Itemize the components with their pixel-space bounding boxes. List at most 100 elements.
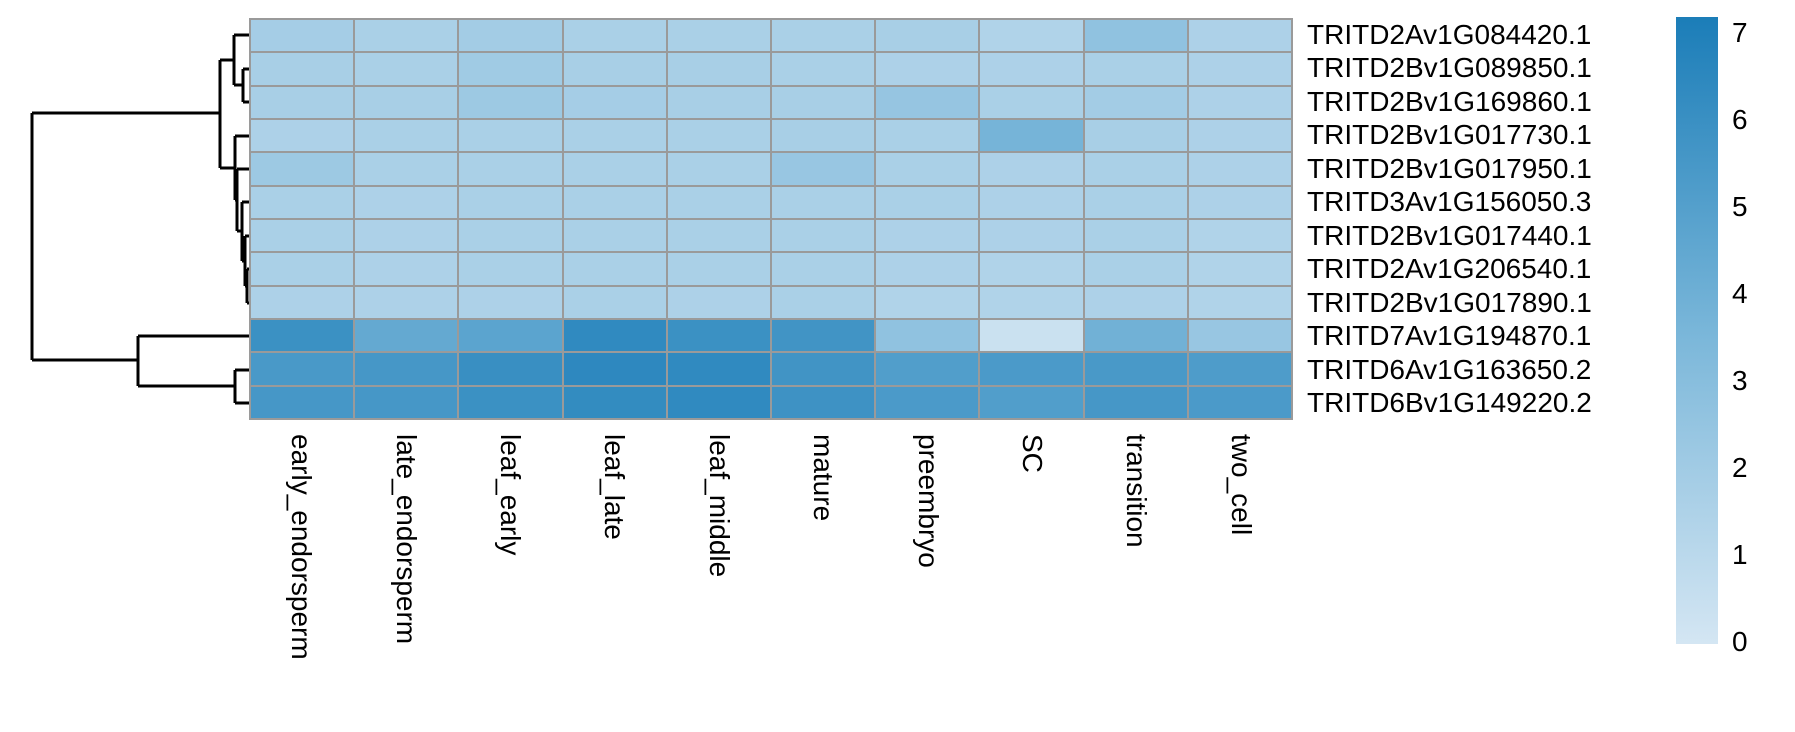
- heatmap-cell: [1084, 53, 1187, 85]
- heatmap-cell: [563, 53, 666, 85]
- heatmap-cell: [876, 20, 979, 52]
- legend-tick-label: 5: [1732, 191, 1748, 222]
- legend-tick-label: 3: [1732, 365, 1748, 396]
- heatmap-cell: [876, 153, 979, 185]
- heatmap-cell: [1188, 186, 1291, 218]
- heatmap-cell: [251, 20, 354, 52]
- heatmap-cell: [459, 386, 562, 418]
- heatmap-cell: [1084, 120, 1187, 152]
- legend-tick-label: 2: [1732, 452, 1748, 483]
- heatmap-grid: [249, 18, 1293, 420]
- legend-colorbar: [1676, 17, 1718, 644]
- heatmap-cell: [459, 53, 562, 85]
- heatmap-cell: [355, 320, 458, 352]
- heatmap-cell: [667, 153, 770, 185]
- heatmap-cell: [563, 320, 666, 352]
- heatmap-cell: [771, 86, 875, 118]
- heatmap-cell: [1188, 220, 1291, 252]
- heatmap-cell: [771, 353, 875, 385]
- heatmap-cell: [355, 186, 458, 218]
- column-label: leaf_late: [599, 434, 631, 540]
- heatmap-cell: [563, 120, 666, 152]
- heatmap-cell: [355, 120, 458, 152]
- heatmap-cell: [771, 53, 875, 85]
- heatmap-cell: [563, 220, 666, 252]
- column-label: leaf_middle: [703, 434, 735, 578]
- heatmap-cell: [667, 386, 770, 418]
- row-label: TRITD2Av1G206540.1: [1307, 253, 1592, 285]
- heatmap-cell: [459, 186, 562, 218]
- row-label: TRITD2Bv1G169860.1: [1307, 85, 1592, 117]
- legend-tick-label: 7: [1732, 17, 1748, 48]
- heatmap-cell: [771, 220, 875, 252]
- legend-tick-label: 6: [1732, 104, 1748, 135]
- row-label: TRITD2Bv1G017890.1: [1307, 286, 1592, 318]
- heatmap-cell: [563, 286, 666, 318]
- heatmap-cell: [1084, 20, 1187, 52]
- heatmap-cell: [251, 186, 354, 218]
- heatmap-cell: [459, 220, 562, 252]
- heatmap-cell: [667, 353, 770, 385]
- heatmap-cell: [980, 353, 1083, 385]
- heatmap-cell: [876, 253, 979, 285]
- column-label: transition: [1121, 434, 1153, 548]
- heatmap-cell: [980, 53, 1083, 85]
- heatmap-cell: [667, 20, 770, 52]
- heatmap-cell: [355, 20, 458, 52]
- heatmap-cell: [355, 53, 458, 85]
- heatmap-cell: [667, 253, 770, 285]
- heatmap-cell: [563, 386, 666, 418]
- heatmap-cell: [251, 86, 354, 118]
- heatmap-cell: [251, 320, 354, 352]
- heatmap-cell: [355, 353, 458, 385]
- heatmap-cell: [1188, 286, 1291, 318]
- heatmap-cell: [459, 120, 562, 152]
- heatmap-cell: [563, 20, 666, 52]
- heatmap-cell: [667, 286, 770, 318]
- heatmap-cell: [563, 186, 666, 218]
- heatmap-cell: [1084, 286, 1187, 318]
- heatmap-cell: [667, 220, 770, 252]
- heatmap-cell: [1084, 353, 1187, 385]
- heatmap-cell: [980, 286, 1083, 318]
- heatmap-cell: [980, 320, 1083, 352]
- heatmap-cell: [355, 220, 458, 252]
- legend-tick-label: 0: [1732, 626, 1748, 657]
- row-dendrogram: [30, 33, 250, 405]
- heatmap-cell: [251, 120, 354, 152]
- heatmap-cell: [876, 186, 979, 218]
- heatmap-cell: [771, 386, 875, 418]
- heatmap-cell: [251, 353, 354, 385]
- heatmap-cell: [459, 253, 562, 285]
- row-label: TRITD2Bv1G089850.1: [1307, 52, 1592, 84]
- heatmap-cell: [980, 253, 1083, 285]
- heatmap-cell: [251, 153, 354, 185]
- heatmap-cell: [251, 220, 354, 252]
- heatmap-cell: [876, 320, 979, 352]
- column-label: early_endorsperm: [286, 434, 318, 660]
- heatmap-cell: [459, 20, 562, 52]
- heatmap-cell: [1188, 53, 1291, 85]
- heatmap-cell: [1084, 253, 1187, 285]
- heatmap-cell: [876, 53, 979, 85]
- heatmap-cell: [1188, 153, 1291, 185]
- heatmap-cell: [355, 86, 458, 118]
- heatmap-cell: [563, 153, 666, 185]
- heatmap-cell: [980, 153, 1083, 185]
- heatmap-cell: [667, 320, 770, 352]
- heatmap-cell: [251, 286, 354, 318]
- heatmap-cell: [771, 320, 875, 352]
- heatmap-cell: [667, 86, 770, 118]
- heatmap-cell: [876, 220, 979, 252]
- heatmap-cell: [1188, 253, 1291, 285]
- heatmap-cell: [251, 386, 354, 418]
- heatmap-cell: [1188, 353, 1291, 385]
- heatmap-cell: [459, 153, 562, 185]
- heatmap-cell: [355, 253, 458, 285]
- heatmap-cell: [355, 386, 458, 418]
- heatmap-cell: [1188, 386, 1291, 418]
- heatmap-cell: [980, 386, 1083, 418]
- heatmap-cell: [1188, 86, 1291, 118]
- heatmap-cell: [876, 86, 979, 118]
- row-label: TRITD6Bv1G149220.2: [1307, 387, 1592, 419]
